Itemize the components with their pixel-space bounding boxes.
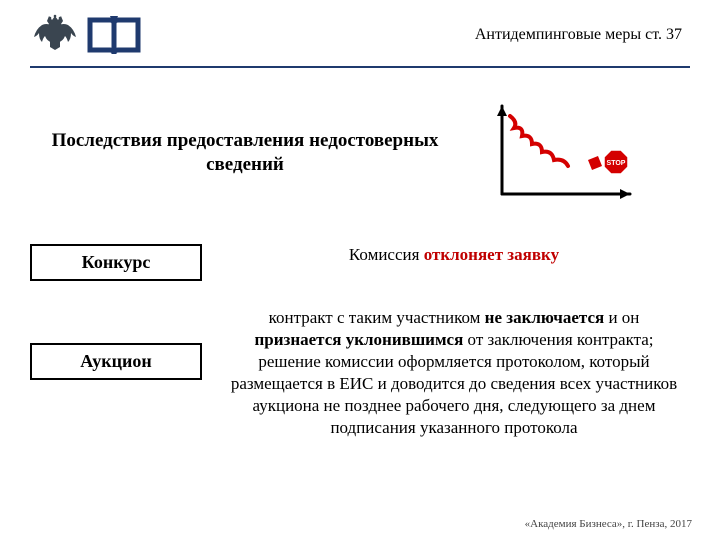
desc-highlight: отклоняет заявку <box>424 245 559 264</box>
desc-text: контракт с таким участником <box>269 308 485 327</box>
header-divider <box>30 66 690 68</box>
subtitle-text: Последствия предоставления недостоверных… <box>30 129 460 177</box>
row-konkurs: Конкурс Комиссия отклоняет заявку <box>30 244 690 281</box>
desc-konkurs: Комиссия отклоняет заявку <box>202 244 690 266</box>
desc-bold: признается уклонившимся <box>254 330 463 349</box>
desc-text: и он <box>604 308 639 327</box>
slide-content: Последствия предоставления недостоверных… <box>0 98 720 440</box>
footer-text: «Академия Бизнеса», г. Пенза, 2017 <box>525 518 692 530</box>
label-box-auktsion: Аукцион <box>30 343 202 380</box>
row-auktsion: Аукцион контракт с таким участником не з… <box>30 307 690 440</box>
page-title: Антидемпинговые меры ст. 37 <box>142 26 690 44</box>
label-box-konkurs: Конкурс <box>30 244 202 281</box>
desc-auktsion: контракт с таким участником не заключает… <box>202 307 690 440</box>
eagle-icon <box>30 10 80 60</box>
svg-text:STOP: STOP <box>607 160 626 167</box>
desc-text: Комиссия <box>349 245 424 264</box>
slide-header: Антидемпинговые меры ст. 37 <box>0 0 720 66</box>
subtitle-row: Последствия предоставления недостоверных… <box>30 98 690 208</box>
desc-bold: не заключается <box>485 308 605 327</box>
decline-chart-icon: STOP <box>480 98 645 208</box>
book-icon <box>86 12 142 58</box>
